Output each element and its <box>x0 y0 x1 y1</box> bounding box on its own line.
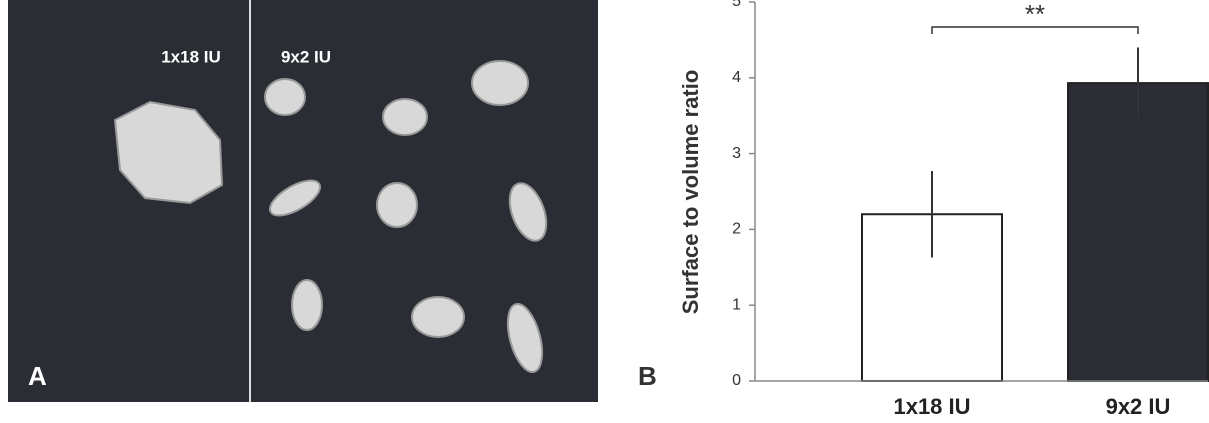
particles <box>113 60 548 374</box>
y-tick-label: 2 <box>732 221 741 238</box>
bar <box>1067 82 1209 383</box>
particle <box>508 182 548 242</box>
particle <box>382 98 428 136</box>
particle <box>471 60 529 106</box>
annotation: ** <box>1025 0 1045 29</box>
particle <box>291 279 323 331</box>
y-tick-label: 3 <box>732 145 741 162</box>
y-axis-label: Surface to volume ratio <box>678 70 703 315</box>
particle <box>264 78 306 116</box>
y-tick-label: 1 <box>732 296 741 313</box>
particle <box>506 302 544 374</box>
panel-label: A <box>28 361 47 391</box>
particle <box>113 100 224 205</box>
x-tick-label: 9x2 IU <box>1106 394 1171 419</box>
image-label: 1x18 IU <box>161 47 221 66</box>
particle <box>411 296 465 338</box>
particle <box>269 179 321 217</box>
y-tick-label: 4 <box>732 69 741 86</box>
x-tick-label: 1x18 IU <box>893 394 970 419</box>
panel-label: B <box>638 361 657 391</box>
image-label: 9x2 IU <box>281 47 331 66</box>
y-tick-label: 5 <box>732 0 741 10</box>
particle <box>376 182 418 228</box>
y-tick-label: 0 <box>732 372 741 389</box>
significance-bracket <box>931 26 1139 34</box>
